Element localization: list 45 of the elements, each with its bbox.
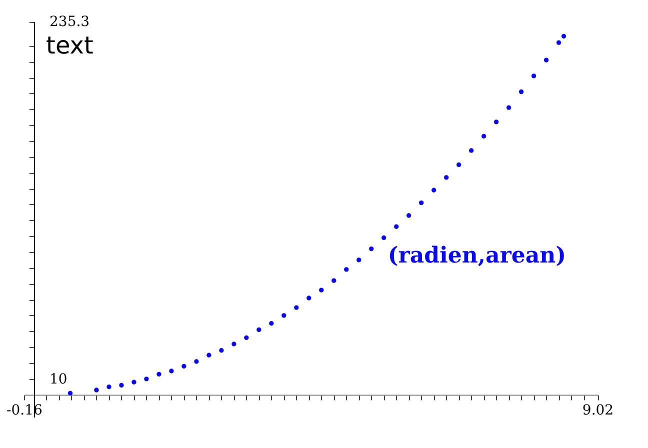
y-tick-label: 235.3: [50, 14, 90, 30]
point: [518, 89, 524, 94]
point: [269, 321, 274, 326]
point: [406, 213, 412, 218]
point: [94, 388, 99, 392]
y-tick-label: 10: [50, 371, 68, 388]
point: [544, 58, 549, 62]
point: [206, 352, 212, 358]
point: [219, 348, 224, 353]
point: [494, 120, 499, 124]
point: [531, 74, 536, 78]
point: [244, 335, 249, 340]
point: [169, 368, 174, 374]
series-label: (radien,arean): [388, 242, 566, 269]
point: [444, 175, 449, 180]
point: [106, 384, 112, 390]
point: [481, 134, 486, 139]
point: [306, 296, 312, 300]
point: [561, 34, 566, 39]
point: [68, 390, 73, 396]
point: [394, 224, 399, 229]
point: [232, 342, 236, 346]
point: [256, 327, 262, 332]
chart-title: text: [46, 32, 94, 60]
point: [456, 162, 462, 168]
point: [319, 288, 324, 292]
point: [382, 235, 386, 240]
point: [418, 200, 424, 206]
point: [506, 105, 512, 110]
point: [282, 313, 286, 318]
point: [119, 382, 124, 388]
point: [344, 267, 349, 272]
point: [468, 148, 474, 153]
point: [369, 246, 374, 252]
point: [194, 359, 199, 364]
point: [556, 40, 562, 45]
point: [332, 278, 336, 283]
point: [356, 258, 362, 262]
point: [431, 188, 436, 192]
point: [182, 364, 186, 369]
point: [294, 305, 299, 310]
point: [132, 380, 136, 384]
point: [156, 372, 162, 377]
x-tick-label: 9.02: [582, 402, 614, 418]
point: [144, 376, 149, 382]
